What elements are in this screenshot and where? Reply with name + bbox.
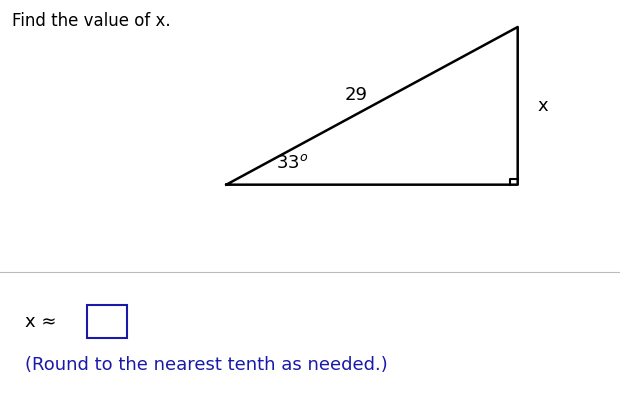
Text: 29: 29 bbox=[345, 86, 368, 105]
Text: x: x bbox=[537, 97, 548, 115]
Text: (Round to the nearest tenth as needed.): (Round to the nearest tenth as needed.) bbox=[25, 356, 388, 374]
Bar bbox=[87, 305, 127, 338]
Text: Find the value of x.: Find the value of x. bbox=[12, 12, 171, 30]
Text: 33$^{o}$: 33$^{o}$ bbox=[276, 154, 308, 172]
Text: x ≈: x ≈ bbox=[25, 312, 56, 331]
